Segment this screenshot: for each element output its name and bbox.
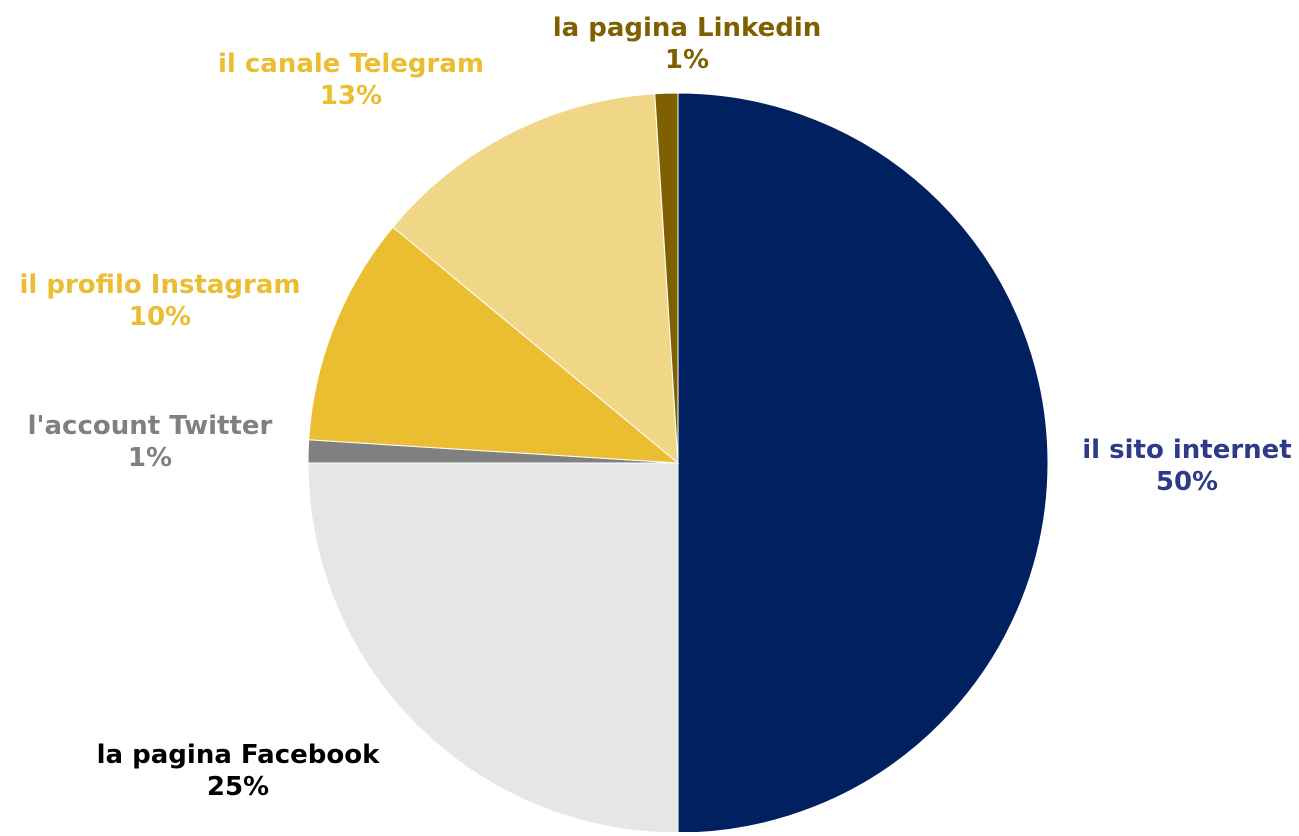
slice-percent-il-sito-internet: 50% (1156, 467, 1218, 497)
pie-slice-la-pagina-linkedin (654, 92, 679, 464)
slice-label-l-account-twitter: l'account Twitter (28, 411, 273, 441)
slice-percent-il-profilo-instagram: 10% (129, 302, 191, 332)
slice-label-il-sito-internet: il sito internet (1082, 435, 1292, 465)
slice-label-la-pagina-linkedin: la pagina Linkedin (553, 13, 822, 43)
slice-percent-la-pagina-linkedin: 1% (665, 45, 709, 75)
pie-slice-il-profilo-instagram (308, 226, 680, 464)
pie-slice-il-canale-telegram (392, 93, 679, 465)
slice-percent-la-pagina-facebook: 25% (207, 772, 269, 802)
slice-label-la-pagina-facebook: la pagina Facebook (97, 740, 380, 770)
pie-slice-la-pagina-facebook (307, 462, 679, 834)
pie-slices (307, 92, 1049, 834)
slice-label-il-profilo-instagram: il profilo Instagram (20, 270, 301, 300)
pie-slice-il-sito-internet (677, 92, 1049, 834)
slice-percent-l-account-twitter: 1% (128, 443, 172, 473)
slice-label-il-canale-telegram: il canale Telegram (218, 49, 484, 79)
slice-percent-il-canale-telegram: 13% (320, 81, 382, 111)
